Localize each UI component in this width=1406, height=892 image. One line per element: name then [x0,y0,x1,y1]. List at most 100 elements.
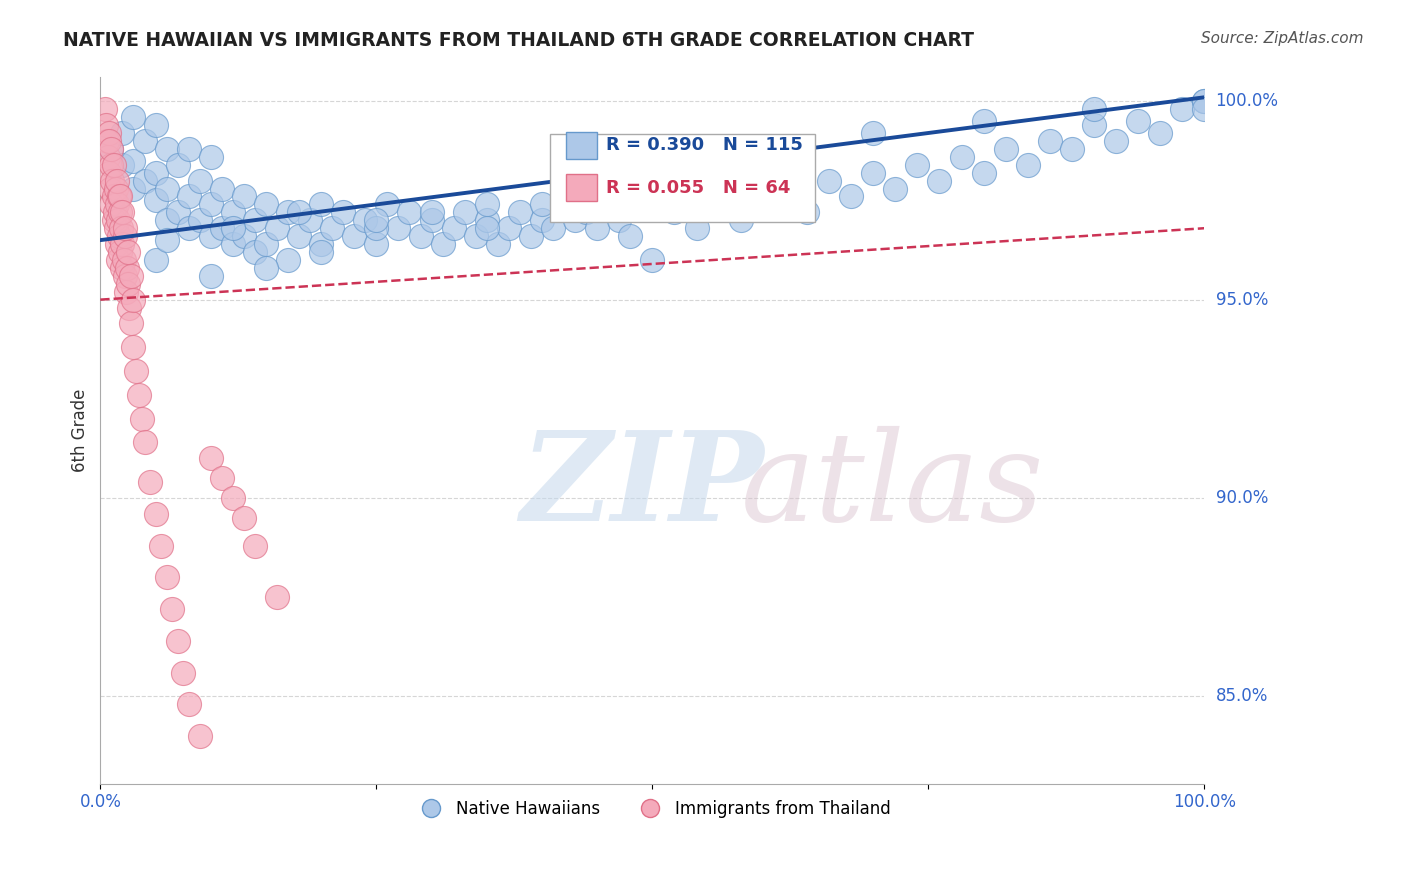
Point [177,221,200,235]
Text: 85.0%: 85.0% [1216,688,1268,706]
Point [100,142,122,156]
Point [1083,118,1105,132]
Point [118,301,141,315]
Point [200,150,222,164]
Point [177,189,200,203]
Point [254,260,277,275]
Point [773,181,796,195]
Point [131,411,153,425]
Point [309,197,332,211]
Point [321,221,343,235]
Point [98,134,121,148]
Point [200,197,222,211]
Text: ZIP: ZIP [520,426,763,548]
Point [122,153,145,168]
Point [104,221,127,235]
Point [188,729,211,743]
Point [111,158,134,172]
Text: R = 0.055   N = 64: R = 0.055 N = 64 [606,178,790,196]
Point [520,229,543,244]
Point [134,134,156,148]
Point [277,205,299,219]
Point [114,285,136,299]
Point [103,189,125,203]
Point [117,277,139,291]
Point [509,205,531,219]
Point [166,633,188,648]
Point [200,451,222,466]
Point [232,511,254,525]
Point [254,237,277,252]
Point [332,205,354,219]
Point [100,142,122,156]
Point [839,189,862,203]
Point [475,197,498,211]
Point [1039,134,1062,148]
Point [128,388,150,402]
Point [266,591,288,605]
Point [120,317,142,331]
Point [97,150,120,164]
Point [862,126,884,140]
Point [266,221,288,235]
Point [530,213,553,227]
Point [122,181,145,195]
Point [232,229,254,244]
Point [553,197,575,211]
Point [464,229,486,244]
Point [125,364,148,378]
Point [950,150,973,164]
Point [112,252,135,267]
Point [432,237,454,252]
Point [155,233,177,247]
Point [1194,102,1216,116]
Point [475,213,498,227]
Text: 95.0%: 95.0% [1216,291,1268,309]
Point [108,229,131,244]
Point [366,213,388,227]
Legend: Native Hawaiians, Immigrants from Thailand: Native Hawaiians, Immigrants from Thaila… [408,794,897,825]
Point [232,189,254,203]
Point [103,158,125,172]
Point [111,237,134,252]
Point [366,237,388,252]
Point [377,197,399,211]
Point [103,213,125,227]
Point [575,205,598,219]
Point [98,181,121,195]
Point [277,252,299,267]
Point [145,252,167,267]
Point [1194,95,1216,109]
Point [685,221,707,235]
Point [796,205,818,219]
Point [98,166,121,180]
Point [200,268,222,283]
FancyBboxPatch shape [567,174,598,201]
Point [122,293,145,307]
Point [398,205,420,219]
Point [122,110,145,124]
Point [150,539,173,553]
Point [108,189,131,203]
Point [122,340,145,354]
Point [145,194,167,208]
Point [420,205,443,219]
Point [94,118,117,132]
Point [105,237,128,252]
Point [105,197,128,211]
Point [288,205,311,219]
Point [139,475,162,490]
Point [120,268,142,283]
Point [288,229,311,244]
Point [541,221,564,235]
Point [409,229,432,244]
Point [905,158,928,172]
Point [115,260,138,275]
FancyBboxPatch shape [567,132,598,159]
Point [98,126,121,140]
Point [443,221,465,235]
Text: atlas: atlas [741,426,1045,548]
Point [354,213,377,227]
Point [1171,102,1194,116]
Point [309,237,332,252]
